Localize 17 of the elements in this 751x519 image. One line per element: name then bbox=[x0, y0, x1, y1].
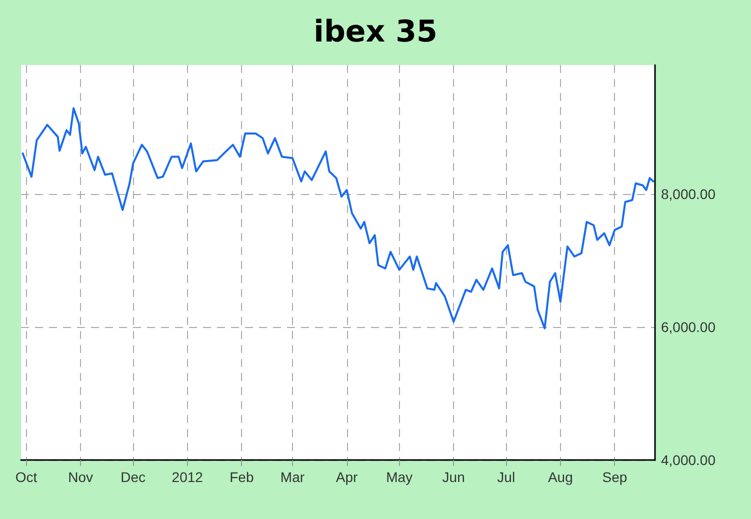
x-tick-label: Aug bbox=[548, 469, 573, 485]
x-tick-label: Oct bbox=[15, 469, 38, 485]
line-series bbox=[22, 107, 654, 330]
x-tick-label: 2012 bbox=[172, 469, 204, 485]
x-tick-label: Jun bbox=[442, 469, 465, 485]
x-tick-label: May bbox=[386, 469, 413, 485]
x-tick-label: Dec bbox=[120, 469, 146, 485]
x-tick-label: Mar bbox=[280, 469, 305, 485]
x-tick-label: Apr bbox=[336, 469, 358, 485]
y-tick-label: 8,000.00 bbox=[661, 186, 716, 202]
chart-title: ibex 35 bbox=[314, 14, 438, 50]
y-tick-label: 6,000.00 bbox=[661, 319, 716, 336]
y-tick-label: 4,000.00 bbox=[661, 452, 716, 468]
x-tick-label: Feb bbox=[230, 469, 254, 485]
x-tick-label: Jul bbox=[497, 469, 516, 485]
x-tick-label: Nov bbox=[68, 469, 93, 485]
x-tick-label: Sep bbox=[602, 469, 628, 485]
